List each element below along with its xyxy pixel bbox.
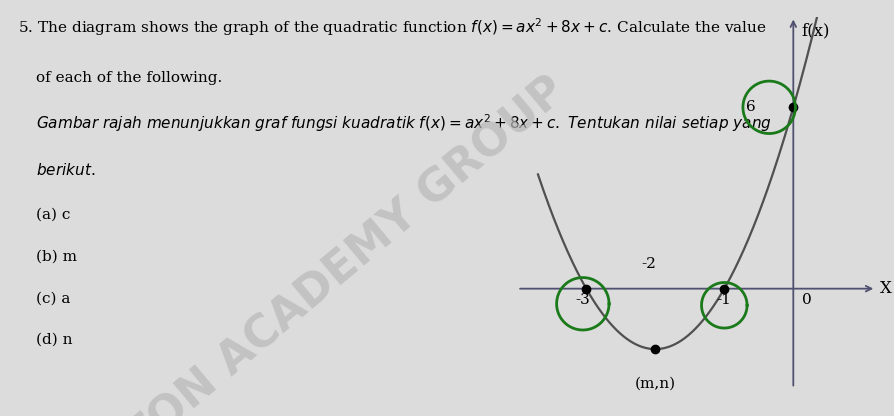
Text: 5. The diagram shows the graph of the quadratic function $f(x) = ax^2 + 8x + c$.: 5. The diagram shows the graph of the qu…	[18, 17, 767, 38]
Text: (d) n: (d) n	[36, 333, 72, 347]
Text: 0: 0	[802, 293, 812, 307]
Text: $\it{Gambar\ rajah\ menunjukkan\ graf\ fungsi\ kuadratik}$ $f(x) = ax^2 + 8x + c: $\it{Gambar\ rajah\ menunjukkan\ graf\ f…	[36, 112, 772, 134]
Text: -2: -2	[641, 257, 656, 270]
Text: f(x): f(x)	[802, 23, 831, 40]
Text: ITON ACADEMY GROUP: ITON ACADEMY GROUP	[105, 69, 574, 416]
Text: (a) c: (a) c	[36, 208, 70, 222]
Text: -1: -1	[717, 293, 731, 307]
Text: (m,n): (m,n)	[635, 376, 676, 390]
Text: 6: 6	[746, 100, 755, 114]
Text: (c) a: (c) a	[36, 291, 70, 305]
Text: of each of the following.: of each of the following.	[36, 71, 222, 85]
Text: $\it{berikut.}$: $\it{berikut.}$	[36, 162, 95, 178]
Text: -3: -3	[576, 293, 590, 307]
Text: (b) m: (b) m	[36, 250, 77, 264]
Text: X: X	[880, 280, 891, 297]
